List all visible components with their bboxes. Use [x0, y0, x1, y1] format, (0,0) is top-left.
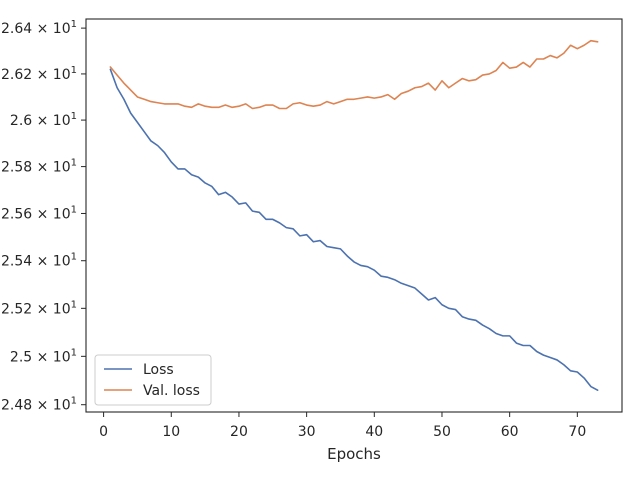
x-tick-label: 20	[230, 424, 248, 440]
x-tick-label: 10	[162, 424, 180, 440]
y-tick-label: 2.62 × 101	[1, 65, 77, 83]
plot-frame	[85, 18, 623, 413]
y-tick-times: × 10	[32, 21, 70, 37]
y-tick-mantissa: 2.6	[10, 113, 32, 129]
legend-label-val-loss: Val. loss	[143, 383, 200, 399]
y-tick-times: × 10	[32, 254, 70, 270]
y-tick-mantissa: 2.56	[1, 206, 32, 222]
y-tick-mantissa: 2.64	[1, 21, 32, 37]
y-tick-label: 2.5 × 101	[10, 347, 77, 365]
y-tick-mantissa: 2.54	[1, 254, 32, 270]
y-tick-label: 2.56 × 101	[1, 204, 77, 222]
y-tick-mantissa: 2.52	[1, 301, 32, 317]
y-tick-exponent: 1	[71, 111, 77, 122]
y-tick-label: 2.48 × 101	[1, 396, 77, 414]
series-line-loss	[109, 68, 599, 391]
x-axis: 0 10 20 30 40 50 60 70	[99, 412, 586, 440]
y-tick-label: 2.54 × 101	[1, 252, 77, 270]
x-tick-label: 40	[365, 424, 383, 440]
y-tick-times: × 10	[32, 160, 70, 176]
series-lines	[109, 39, 599, 391]
y-tick-times: × 10	[32, 349, 70, 365]
y-tick-times: × 10	[32, 301, 70, 317]
y-tick-label: 2.64 × 101	[1, 19, 77, 37]
y-tick-label: 2.6 × 101	[10, 111, 77, 129]
y-tick-mantissa: 2.62	[1, 67, 32, 83]
legend-box	[94, 354, 212, 406]
y-tick-times: × 10	[32, 398, 70, 414]
y-tick-mantissa: 2.58	[1, 160, 32, 176]
y-tick-exponent: 1	[71, 299, 77, 310]
y-tick-exponent: 1	[71, 204, 77, 215]
y-tick-exponent: 1	[71, 347, 77, 358]
x-tick-label: 50	[433, 424, 451, 440]
legend-label-loss: Loss	[143, 362, 174, 378]
y-tick-exponent: 1	[71, 158, 77, 169]
y-tick-times: × 10	[32, 206, 70, 222]
x-tick-label: 70	[568, 424, 586, 440]
y-tick-exponent: 1	[71, 19, 77, 30]
series-line-val-loss	[109, 39, 599, 110]
y-tick-times: × 10	[32, 113, 70, 129]
y-tick-label: 2.52 × 101	[1, 299, 77, 317]
y-tick-mantissa: 2.5	[10, 349, 32, 365]
x-axis-label: Epochs	[327, 445, 381, 463]
x-tick-label: 60	[501, 424, 519, 440]
x-tick-label: 0	[99, 424, 108, 440]
y-tick-exponent: 1	[71, 65, 77, 76]
y-tick-exponent: 1	[71, 252, 77, 263]
y-tick-exponent: 1	[71, 396, 77, 407]
y-tick-times: × 10	[32, 67, 70, 83]
y-tick-mantissa: 2.48	[1, 398, 32, 414]
legend: Loss Val. loss	[94, 354, 212, 406]
y-tick-label: 2.58 × 101	[1, 158, 77, 176]
x-tick-label: 30	[298, 424, 316, 440]
